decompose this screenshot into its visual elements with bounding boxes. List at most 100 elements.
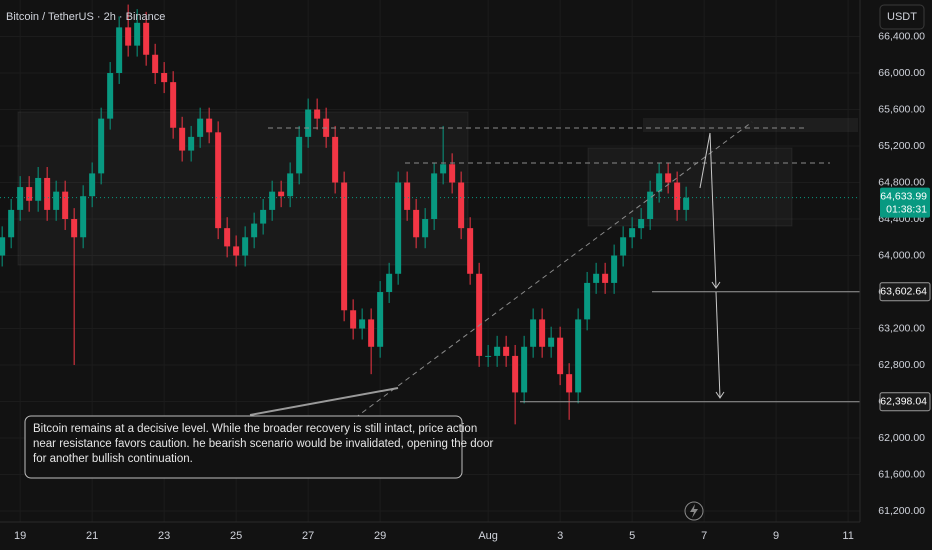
candle <box>224 217 231 258</box>
candle <box>107 62 114 130</box>
candle-body <box>620 237 627 256</box>
candle-body <box>314 109 321 119</box>
candle-body <box>170 82 177 128</box>
x-tick-label: 11 <box>842 530 853 542</box>
projection-arrows <box>699 132 725 399</box>
candle-body <box>152 54 159 74</box>
candle <box>80 185 87 249</box>
candle-body <box>503 346 510 356</box>
candle <box>395 171 402 285</box>
level-label: 63,602.64 <box>880 286 927 298</box>
candle-body <box>260 209 267 224</box>
candle <box>206 107 213 144</box>
candle <box>359 308 366 340</box>
x-tick-label: 7 <box>701 530 707 542</box>
candle-body <box>494 346 501 356</box>
trend-line <box>354 121 753 419</box>
candle <box>503 335 510 367</box>
last-price-label: 64,633.99 <box>880 190 927 202</box>
candle-body <box>593 273 600 283</box>
x-tick-label: 25 <box>230 530 242 542</box>
annotation-line: near resistance favors caution. he beari… <box>33 438 493 450</box>
candle-body <box>440 164 447 174</box>
candle <box>233 235 240 267</box>
candle <box>386 262 393 303</box>
candle <box>494 335 501 367</box>
candle-body <box>107 73 114 119</box>
candle-body <box>395 182 402 274</box>
candle <box>305 98 312 148</box>
candle <box>548 326 555 358</box>
candle-body <box>242 237 249 256</box>
candle <box>656 162 663 203</box>
candle <box>170 71 177 139</box>
candle <box>485 344 492 367</box>
candle <box>332 125 339 194</box>
candle <box>44 167 51 221</box>
x-tick-label: 5 <box>629 530 635 542</box>
candle-body <box>359 319 366 329</box>
annotation-connector <box>249 387 399 416</box>
arrow-head <box>711 281 721 289</box>
candle <box>404 171 411 221</box>
candle-body <box>584 282 591 320</box>
y-tick-label: 63,200.00 <box>878 322 925 334</box>
candle <box>296 125 303 185</box>
candle-body <box>233 246 240 256</box>
candle-body <box>35 177 42 201</box>
candle <box>611 244 618 294</box>
candle <box>530 308 537 358</box>
candle <box>602 262 609 294</box>
candle <box>314 98 321 130</box>
candle <box>260 198 267 235</box>
candle <box>575 308 582 404</box>
candle-body <box>80 196 87 238</box>
lightning-icon[interactable] <box>684 501 704 521</box>
candle <box>17 176 24 221</box>
candle-body <box>206 118 213 133</box>
candle-body <box>287 173 294 197</box>
candle <box>251 212 258 249</box>
currency-button[interactable] <box>879 4 925 30</box>
candle-body <box>674 182 681 210</box>
candle-body <box>179 127 186 151</box>
candle <box>629 217 636 249</box>
range-box <box>587 147 793 227</box>
candle-body <box>125 27 132 46</box>
candle-body <box>368 319 375 347</box>
candle-body <box>62 191 69 220</box>
x-tick-label: 3 <box>557 530 563 542</box>
axes: 61,200.0061,600.0062,000.0062,400.0062,8… <box>14 30 931 542</box>
candle-body <box>413 209 420 238</box>
level-label-box <box>879 282 931 302</box>
candle <box>440 125 447 185</box>
candle-body <box>683 197 690 210</box>
candle-body <box>530 319 537 347</box>
candle <box>197 107 204 148</box>
annotation-line: for another bullish continuation. <box>33 453 193 465</box>
y-tick-label: 61,600.00 <box>878 468 925 480</box>
candle <box>278 180 285 208</box>
annotation-box <box>24 415 463 479</box>
arrow <box>715 291 721 399</box>
y-tick-label: 64,000.00 <box>878 249 925 261</box>
candle-body <box>431 173 438 220</box>
level-label: 62,398.04 <box>880 395 927 407</box>
arrow-head <box>715 391 725 399</box>
candle-body <box>404 182 411 210</box>
candle <box>566 363 573 420</box>
candle <box>269 180 276 221</box>
candle-body <box>98 118 105 174</box>
y-tick-label: 62,800.00 <box>878 359 925 371</box>
level-label-box <box>879 392 931 412</box>
x-tick-label: 19 <box>14 530 26 542</box>
candle <box>188 125 195 162</box>
candle <box>26 176 33 212</box>
candle <box>116 16 123 84</box>
candle <box>62 180 69 230</box>
candle <box>431 162 438 230</box>
candle-body <box>26 187 33 201</box>
candle <box>0 226 6 267</box>
candle-body <box>611 255 618 283</box>
candle <box>683 186 690 221</box>
